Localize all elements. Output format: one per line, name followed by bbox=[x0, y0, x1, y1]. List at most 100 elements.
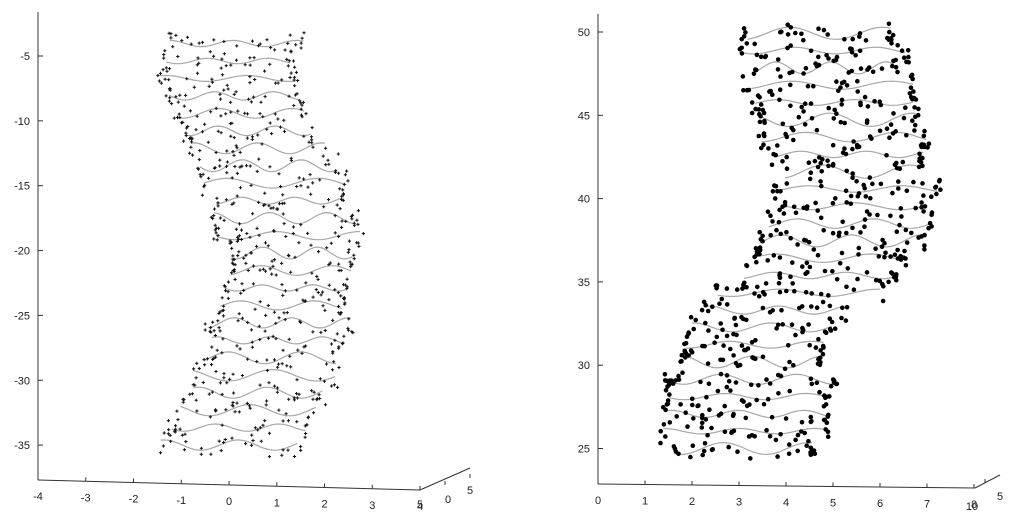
left-data-point bbox=[287, 59, 291, 63]
right-data-point bbox=[814, 305, 820, 311]
right-data-point bbox=[839, 80, 845, 86]
right-data-point bbox=[844, 284, 849, 290]
right-data-point bbox=[839, 250, 845, 256]
right-data-point bbox=[765, 209, 771, 214]
left-data-point bbox=[232, 201, 236, 205]
left-data-point bbox=[271, 264, 275, 268]
left-data-point bbox=[197, 61, 201, 65]
left-data-point bbox=[281, 193, 285, 197]
left-data-point bbox=[334, 169, 338, 173]
right-data-point bbox=[863, 194, 869, 199]
right-data-point bbox=[808, 414, 814, 420]
right-data-point bbox=[743, 30, 748, 35]
right-data-point bbox=[850, 175, 855, 181]
left-data-point bbox=[181, 400, 185, 404]
left-data-point bbox=[163, 77, 167, 81]
left-data-point bbox=[319, 330, 323, 334]
left-y-tick-label: -35 bbox=[14, 440, 30, 452]
left-data-point bbox=[348, 260, 352, 264]
right-data-point bbox=[826, 293, 831, 298]
right-data-point bbox=[701, 299, 707, 305]
right-data-point bbox=[888, 122, 894, 127]
right-data-point bbox=[900, 159, 906, 165]
left-data-point bbox=[292, 103, 296, 108]
right-data-point bbox=[718, 321, 723, 326]
left-data-point bbox=[295, 378, 299, 382]
left-data-point bbox=[293, 65, 297, 69]
left-data-point bbox=[198, 149, 202, 153]
left-data-point bbox=[312, 411, 316, 415]
left-data-point bbox=[252, 56, 256, 60]
left-data-point bbox=[250, 433, 254, 437]
left-data-point bbox=[277, 316, 281, 320]
left-data-point bbox=[251, 282, 255, 286]
left-data-point bbox=[253, 307, 257, 311]
right-data-point bbox=[822, 329, 828, 335]
right-wave-line bbox=[759, 234, 923, 248]
left-data-point bbox=[280, 283, 284, 287]
left-data-point bbox=[347, 317, 351, 321]
right-x-tick-label: 5 bbox=[830, 497, 836, 509]
left-data-point bbox=[239, 228, 244, 232]
right-data-point bbox=[818, 160, 823, 166]
right-data-point bbox=[894, 277, 899, 283]
right-data-point bbox=[769, 162, 775, 168]
right-data-point bbox=[858, 230, 863, 235]
right-data-point bbox=[704, 394, 709, 400]
left-data-point bbox=[230, 246, 234, 250]
right-data-point bbox=[817, 389, 822, 395]
right-data-point bbox=[888, 254, 893, 259]
left-data-point bbox=[212, 54, 216, 58]
left-data-point bbox=[281, 348, 285, 352]
left-data-point bbox=[298, 99, 302, 103]
left-data-point bbox=[340, 194, 344, 198]
left-data-point bbox=[283, 318, 287, 322]
right-data-point bbox=[826, 412, 831, 418]
left-data-point bbox=[307, 140, 311, 144]
left-wave-line bbox=[169, 39, 304, 48]
left-data-point bbox=[244, 261, 248, 265]
left-data-point bbox=[279, 184, 283, 189]
left-data-point bbox=[289, 50, 293, 54]
left-data-point bbox=[339, 268, 343, 273]
right-data-point bbox=[877, 99, 883, 104]
left-data-point bbox=[216, 204, 220, 208]
left-data-point bbox=[337, 171, 341, 175]
left-data-point bbox=[205, 357, 209, 361]
right-data-point bbox=[724, 384, 730, 390]
right-data-point bbox=[690, 402, 695, 408]
left-data-point bbox=[299, 448, 303, 452]
right-data-point bbox=[791, 137, 796, 143]
left-data-point bbox=[347, 328, 351, 332]
right-data-point bbox=[809, 291, 814, 296]
left-data-point bbox=[346, 326, 350, 330]
right-data-point bbox=[815, 253, 821, 258]
right-wave-line bbox=[745, 80, 914, 90]
left-data-point bbox=[180, 433, 184, 437]
left-data-point bbox=[257, 157, 261, 161]
right-wave-line bbox=[772, 185, 938, 193]
left-data-point bbox=[231, 268, 235, 273]
right-data-point bbox=[742, 347, 747, 353]
right-data-point bbox=[820, 299, 826, 305]
right-data-point bbox=[760, 238, 765, 244]
right-wave-line bbox=[761, 131, 927, 143]
right-data-point bbox=[818, 215, 824, 221]
right-data-point bbox=[800, 264, 805, 269]
left-data-point bbox=[272, 310, 276, 314]
right-data-point bbox=[870, 69, 876, 75]
left-depth-tick-label: 0 bbox=[445, 494, 451, 506]
left-data-point bbox=[282, 129, 287, 133]
left-data-point bbox=[242, 256, 246, 260]
left-data-point bbox=[178, 427, 182, 431]
right-data-point bbox=[889, 270, 894, 275]
right-wave-line bbox=[739, 46, 906, 55]
left-wave-line bbox=[180, 404, 317, 417]
right-data-point bbox=[829, 319, 835, 325]
right-data-point bbox=[765, 396, 771, 402]
right-data-point bbox=[695, 403, 700, 409]
left-data-point bbox=[238, 165, 242, 169]
right-data-point bbox=[866, 65, 872, 70]
right-data-point bbox=[889, 37, 894, 42]
